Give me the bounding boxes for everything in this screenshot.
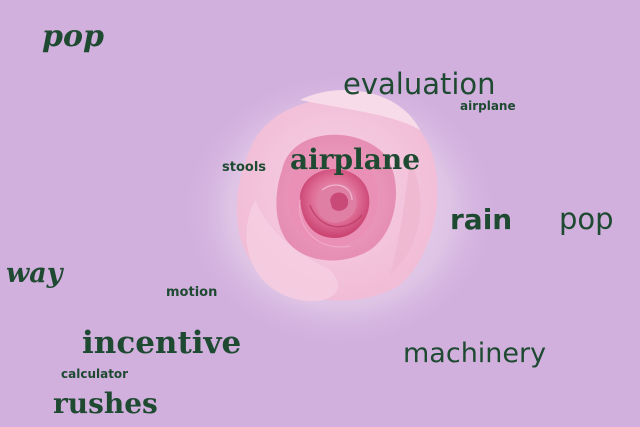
word-incentive: incentive: [82, 325, 242, 361]
word-rain: rain: [450, 203, 513, 236]
word-airplane-large: airplane: [290, 143, 421, 176]
word-pop-right: pop: [559, 202, 614, 236]
word-machinery: machinery: [403, 338, 547, 369]
word-stools: stools: [222, 160, 267, 175]
word-motion: motion: [166, 285, 218, 300]
word-evaluation: evaluation: [343, 67, 496, 101]
word-pop-top: pop: [42, 19, 104, 54]
word-way: way: [6, 258, 63, 289]
word-airplane-small: airplane: [460, 99, 516, 113]
word-calculator: calculator: [61, 367, 129, 381]
word-rushes: rushes: [53, 387, 158, 420]
rose-core-spiral: [299, 168, 370, 248]
